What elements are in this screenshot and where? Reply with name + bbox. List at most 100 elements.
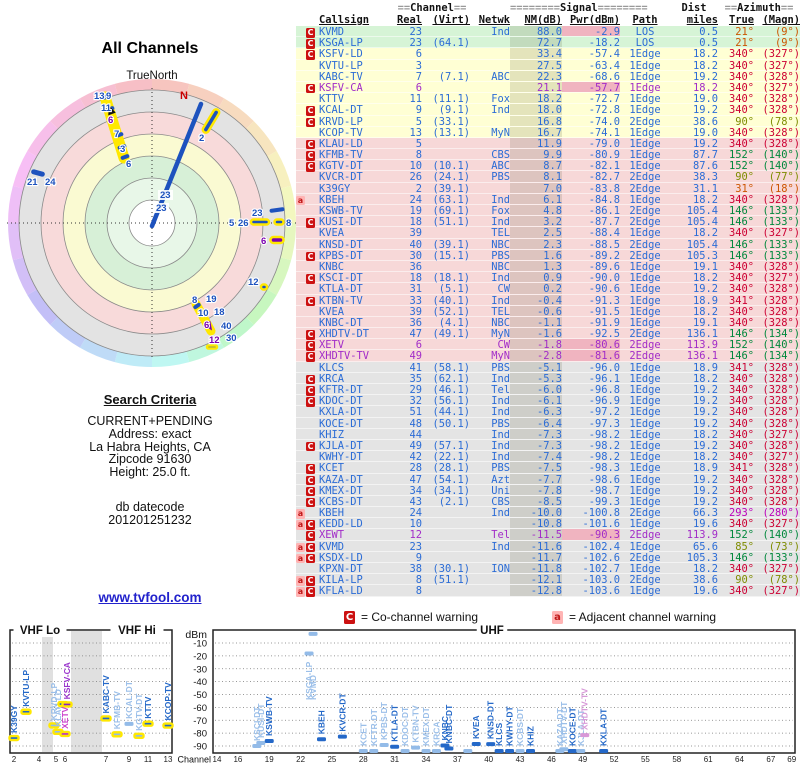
- y-tick-label: -10: [193, 639, 207, 650]
- y-tick-label: -40: [193, 677, 207, 688]
- table-row: KOCE-DT 48 (50.1) PBS -6.4 -97.3 1Edge 19.2 340°…: [296, 417, 800, 430]
- callsign: KHIZ: [319, 428, 345, 441]
- callsign: KPXN-DT: [319, 563, 363, 575]
- adjacent-warning-badge: a: [296, 520, 305, 530]
- table-row: C XEWT 12 Tel -11.5 -90.3 2Edge 113.9 152° (140°): [296, 529, 800, 541]
- table-row: KVEA 39 (52.1) TEL -0.6 -91.5 1Edge 18.2 340° (32…: [296, 305, 800, 318]
- azimuth-rim-sector: [218, 98, 254, 129]
- uhf-title: UHF: [480, 625, 504, 637]
- callsign: KLAU-LD: [319, 137, 363, 150]
- callsign: KTBN-TV: [319, 294, 363, 307]
- table-header-groups: ==Channel== ========Signal======== Dist ==A…: [397, 2, 794, 14]
- callsign: KMEX-DT: [319, 484, 363, 497]
- x-tick-label: 67: [766, 755, 775, 764]
- channel-label: 6: [204, 320, 209, 331]
- azimuth-rim-sector: [114, 351, 152, 367]
- callsign: K39GY: [319, 182, 351, 195]
- azimuth-rim-sector: [267, 257, 292, 295]
- callsign: KWHY-DT: [319, 451, 363, 464]
- station-label: KFMB-TV: [112, 691, 122, 730]
- direction-arrow-icon: [108, 105, 116, 116]
- station-label: KFTR-DT: [369, 708, 379, 746]
- tvfool-link[interactable]: www.tvfool.com: [98, 590, 202, 605]
- channel-label-bg: [158, 190, 173, 200]
- station-label: KVCR-DT: [337, 693, 347, 732]
- co-channel-warning-badge: C: [306, 587, 315, 597]
- station-label: KOCE-DT: [567, 706, 577, 746]
- channel-label: 7: [114, 129, 119, 140]
- station-label: KRCA: [431, 721, 441, 746]
- table-row: C KSGA-LP 23 (64.1) 72.7 -18.2 LOS 0.5 21° (9°): [296, 37, 800, 50]
- table-row: C KDOC-DT 32 (56.1) Ind -6.1 -96.9 1Edge 19.2 340…: [296, 395, 800, 407]
- station-label: XHDTV-DT: [559, 701, 569, 744]
- search-mode: CURRENT+PENDING: [87, 414, 213, 428]
- chart-title-bg: [13, 623, 67, 637]
- table-row: KABC-TV 7 (7.1) ABC 22.3 -68.6 1Edge 19.2 340° (3…: [296, 70, 800, 83]
- callsign: KVCR-DT: [319, 171, 363, 184]
- station-label: KCAL-DT: [124, 680, 134, 719]
- x-tick-label: 40: [484, 755, 493, 764]
- signal-bar: [369, 749, 379, 753]
- search-address: Address: exact: [108, 426, 192, 441]
- callsign: KVMD: [319, 540, 345, 553]
- azimuth-rim-sector: [114, 79, 152, 95]
- channel-label: 11: [101, 103, 112, 114]
- x-tick-label: 43: [516, 755, 525, 764]
- co-channel-label: = Co-channel warning: [361, 610, 479, 624]
- channel-label: 2: [199, 133, 204, 144]
- co-channel-warning-badge: C: [306, 106, 315, 116]
- station-label: KUSI-DT: [256, 703, 266, 738]
- signal-bar: [124, 721, 134, 726]
- table-row: KVEA 39 TEL 2.5 -88.4 1Edge 18.2 340° (327°): [296, 227, 800, 239]
- azimuth-rim-sector: [186, 338, 224, 363]
- azimuth-rim-sector: [267, 151, 292, 189]
- signal-bar: [463, 749, 473, 753]
- signal-bar: [400, 749, 410, 753]
- co-channel-warning-badge: C: [306, 50, 315, 60]
- co-channel-warning-badge: C: [306, 576, 315, 586]
- callsign: KVMD: [319, 26, 345, 38]
- station-label: KDOC-DT: [400, 706, 410, 746]
- table-row: a KBEH 24 (63.1) Ind 6.1 -84.8 1Edge 18.2 340° (32…: [296, 193, 800, 206]
- co-channel-warning-badge: C: [306, 162, 315, 172]
- table-row: C KSFV-LD 6 33.4 -57.4 1Edge 18.2 340° (327°): [296, 48, 800, 60]
- x-tick-label: 61: [704, 755, 713, 764]
- signal-bar: [133, 732, 145, 740]
- channel-label: 10: [198, 308, 209, 319]
- table-row: KNBC 36 NBC 1.3 -89.6 1Edge 19.1 340° (328°): [296, 260, 800, 273]
- callsign: KNBC: [319, 260, 345, 273]
- channel-label: 23: [252, 208, 263, 219]
- table-row: C KJLA-DT 49 (57.1) Ind -7.3 -98.2 1Edge 19.2 340…: [296, 439, 800, 452]
- x-tick-label: 16: [233, 755, 242, 764]
- co-channel-warning-badge: C: [306, 441, 315, 452]
- callsign: KCBS-DT: [319, 495, 363, 508]
- adjacent-warning-badge: a: [296, 553, 305, 564]
- adjacent-warning-badge: a: [296, 509, 305, 519]
- station-label: KSGA-LP: [304, 661, 314, 700]
- channel-label: 3: [120, 144, 125, 155]
- y-tick-label: -80: [193, 729, 207, 740]
- co-channel-warning-badge: C: [306, 139, 315, 150]
- x-tick-label: 58: [672, 755, 681, 764]
- azimuth-rim-sector: [80, 83, 118, 108]
- table-row: KTLA-DT 31 (5.1) CW 0.2 -90.6 1Edge 19.2 340° (32…: [296, 283, 800, 295]
- table-row: a C KEDD-LD 10 -10.8 -101.6 1Edge 19.6 340° (327°…: [296, 518, 800, 531]
- x-tick-label: 25: [327, 755, 336, 764]
- signal-bar: [308, 631, 318, 636]
- channel-label: 12: [209, 335, 220, 346]
- channel-label: 19: [206, 294, 217, 305]
- table-row: K39GY 2 (39.1) 7.0 -83.8 2Edge 31.1 31° (18°): [296, 182, 800, 195]
- channel-label: 40: [221, 321, 232, 332]
- table-row: C KAZA-DT 47 (54.1) Azt -7.7 -98.6 1Edge 19.2 340…: [296, 473, 800, 486]
- channel-label: 23: [156, 203, 167, 214]
- x-tick-label: 2: [12, 755, 17, 764]
- y-axis-title: dBm: [185, 629, 207, 641]
- signal-bar: [580, 733, 590, 738]
- signal-bar: [576, 749, 586, 753]
- station-label: KABC-TV: [101, 675, 111, 714]
- signal-bar: [471, 741, 481, 746]
- callsign: KVTU-LP: [319, 59, 363, 72]
- callsign: KFTR-DT: [319, 384, 363, 396]
- callsign: KSGA-LP: [319, 37, 363, 50]
- signal-bar: [162, 722, 174, 729]
